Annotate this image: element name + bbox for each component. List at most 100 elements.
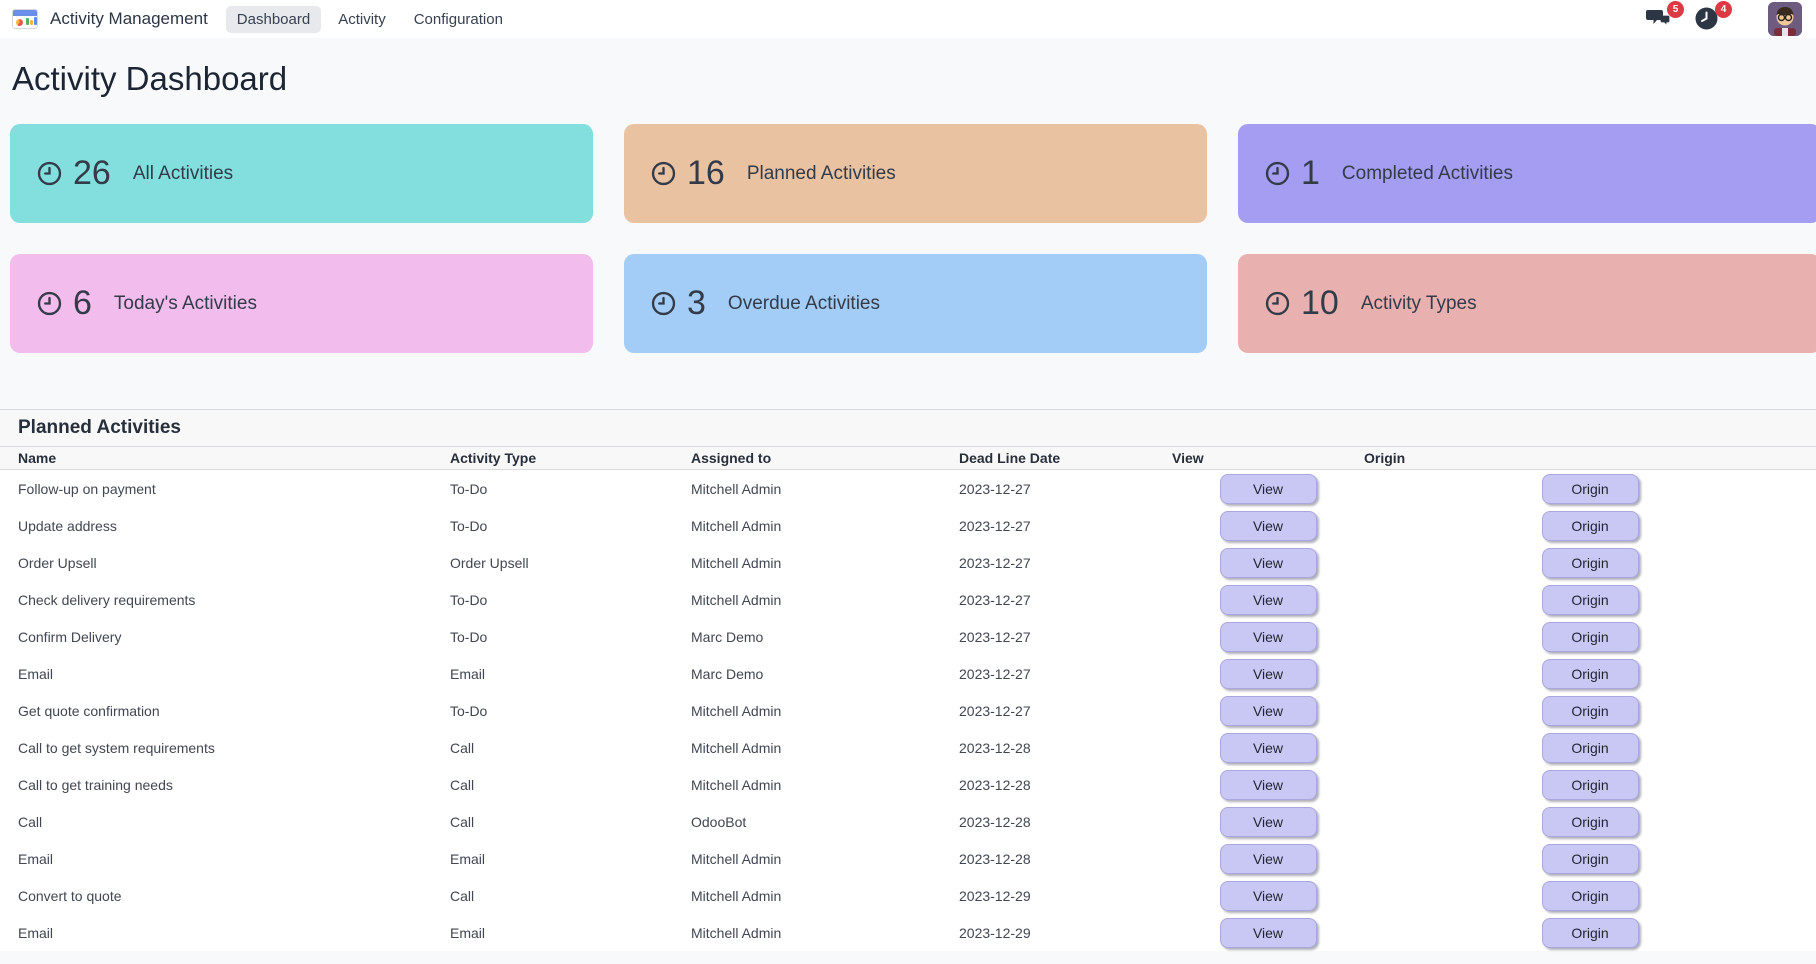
app-logo-icon[interactable] xyxy=(12,9,38,29)
view-button[interactable]: View xyxy=(1219,621,1317,652)
stat-count: 3 xyxy=(687,284,706,322)
table-row: Call Call OdooBot 2023-12-28 View Origin xyxy=(0,803,1816,840)
table-row: Update address To-Do Mitchell Admin 2023… xyxy=(0,507,1816,544)
cell-assigned-to: Mitchell Admin xyxy=(691,554,782,571)
cell-assigned-to: Mitchell Admin xyxy=(691,591,782,608)
clock-icon xyxy=(36,290,63,317)
stat-count: 1 xyxy=(1301,154,1320,192)
view-button[interactable]: View xyxy=(1219,843,1317,874)
section-heading: Planned Activities xyxy=(0,410,1816,447)
cell-deadline: 2023-12-28 xyxy=(959,850,1031,867)
cell-assigned-to: Mitchell Admin xyxy=(691,739,782,756)
table-row: Email Email Mitchell Admin 2023-12-29 Vi… xyxy=(0,914,1816,951)
table-row: Call to get training needs Call Mitchell… xyxy=(0,766,1816,803)
stat-card[interactable]: 16 Planned Activities xyxy=(624,124,1207,223)
origin-button[interactable]: Origin xyxy=(1541,658,1639,689)
stat-label: Planned Activities xyxy=(746,162,896,184)
cell-assigned-to: Mitchell Admin xyxy=(691,480,782,497)
table-row: Follow-up on payment To-Do Mitchell Admi… xyxy=(0,470,1816,507)
stat-label: Activity Types xyxy=(1360,292,1477,314)
app-name[interactable]: Activity Management xyxy=(50,9,208,28)
column-header: View xyxy=(1172,450,1204,466)
cell-name: Follow-up on payment xyxy=(18,480,156,497)
messages-button[interactable]: 5 xyxy=(1646,1,1684,32)
menu-item-dashboard[interactable]: Dashboard xyxy=(225,5,322,33)
clock-icon xyxy=(36,160,63,187)
messages-badge: 5 xyxy=(1667,1,1684,18)
table-row: Convert to quote Call Mitchell Admin 202… xyxy=(0,877,1816,914)
cell-deadline: 2023-12-28 xyxy=(959,813,1031,830)
origin-button[interactable]: Origin xyxy=(1541,732,1639,763)
view-button[interactable]: View xyxy=(1219,732,1317,763)
view-button[interactable]: View xyxy=(1219,584,1317,615)
stat-cards: 26 All Activities 16 Planned Activities … xyxy=(10,124,1816,353)
column-header: Origin xyxy=(1364,450,1406,466)
cell-deadline: 2023-12-28 xyxy=(959,739,1031,756)
cell-activity-type: Email xyxy=(450,665,486,682)
cell-name: Update address xyxy=(18,517,117,534)
cell-deadline: 2023-12-27 xyxy=(959,702,1031,719)
stat-card[interactable]: 10 Activity Types xyxy=(1238,254,1816,353)
origin-button[interactable]: Origin xyxy=(1541,917,1639,948)
stat-card[interactable]: 26 All Activities xyxy=(10,124,593,223)
table-header-row: Name Activity Type Assigned to Dead Line Da… xyxy=(0,447,1816,470)
stat-card[interactable]: 6 Today's Activities xyxy=(10,254,593,353)
table-body: Follow-up on payment To-Do Mitchell Admi… xyxy=(0,470,1816,951)
column-header: Assigned to xyxy=(691,450,772,466)
view-button[interactable]: View xyxy=(1219,510,1317,541)
cell-deadline: 2023-12-27 xyxy=(959,517,1031,534)
view-button[interactable]: View xyxy=(1219,917,1317,948)
cell-deadline: 2023-12-27 xyxy=(959,591,1031,608)
cell-assigned-to: Mitchell Admin xyxy=(691,887,782,904)
user-avatar[interactable] xyxy=(1768,2,1802,36)
view-button[interactable]: View xyxy=(1219,473,1317,504)
stat-card[interactable]: 3 Overdue Activities xyxy=(624,254,1207,353)
cell-assigned-to: Marc Demo xyxy=(691,665,764,682)
origin-button[interactable]: Origin xyxy=(1541,769,1639,800)
view-button[interactable]: View xyxy=(1219,695,1317,726)
cell-assigned-to: Mitchell Admin xyxy=(691,517,782,534)
cell-activity-type: Email xyxy=(450,850,486,867)
cell-activity-type: Call xyxy=(450,813,475,830)
menu-item-configuration[interactable]: Configuration xyxy=(413,10,503,28)
origin-button[interactable]: Origin xyxy=(1541,621,1639,652)
origin-button[interactable]: Origin xyxy=(1541,584,1639,615)
view-button[interactable]: View xyxy=(1219,658,1317,689)
origin-button[interactable]: Origin xyxy=(1541,473,1639,504)
column-header: Dead Line Date xyxy=(959,450,1061,466)
table-row: Check delivery requirements To-Do Mitche… xyxy=(0,581,1816,618)
page-title: Activity Dashboard xyxy=(12,60,288,97)
cell-deadline: 2023-12-27 xyxy=(959,480,1031,497)
column-header: Name xyxy=(18,450,57,466)
view-button[interactable]: View xyxy=(1219,806,1317,837)
cell-assigned-to: Marc Demo xyxy=(691,628,764,645)
cell-activity-type: To-Do xyxy=(450,517,488,534)
origin-button[interactable]: Origin xyxy=(1541,880,1639,911)
stat-label: Overdue Activities xyxy=(727,292,880,314)
table-row: Get quote confirmation To-Do Mitchell Ad… xyxy=(0,692,1816,729)
view-button[interactable]: View xyxy=(1219,547,1317,578)
cell-activity-type: To-Do xyxy=(450,480,488,497)
view-button[interactable]: View xyxy=(1219,880,1317,911)
cell-name: Convert to quote xyxy=(18,887,122,904)
origin-button[interactable]: Origin xyxy=(1541,510,1639,541)
cell-name: Email xyxy=(18,665,54,682)
table-row: Email Email Mitchell Admin 2023-12-28 Vi… xyxy=(0,840,1816,877)
main-menu: Dashboard Activity Configuration xyxy=(225,5,514,33)
origin-button[interactable]: Origin xyxy=(1541,806,1639,837)
cell-deadline: 2023-12-27 xyxy=(959,628,1031,645)
origin-button[interactable]: Origin xyxy=(1541,547,1639,578)
origin-button[interactable]: Origin xyxy=(1541,695,1639,726)
stat-count: 10 xyxy=(1301,284,1339,322)
cell-name: Get quote confirmation xyxy=(18,702,160,719)
activities-button[interactable]: 4 xyxy=(1694,1,1732,32)
stat-label: Completed Activities xyxy=(1341,162,1513,184)
cell-deadline: 2023-12-28 xyxy=(959,776,1031,793)
menu-item-activity[interactable]: Activity xyxy=(338,10,386,28)
cell-activity-type: To-Do xyxy=(450,591,488,608)
origin-button[interactable]: Origin xyxy=(1541,843,1639,874)
view-button[interactable]: View xyxy=(1219,769,1317,800)
stat-card[interactable]: 1 Completed Activities xyxy=(1238,124,1816,223)
cell-activity-type: To-Do xyxy=(450,628,488,645)
activities-badge: 4 xyxy=(1715,1,1732,18)
